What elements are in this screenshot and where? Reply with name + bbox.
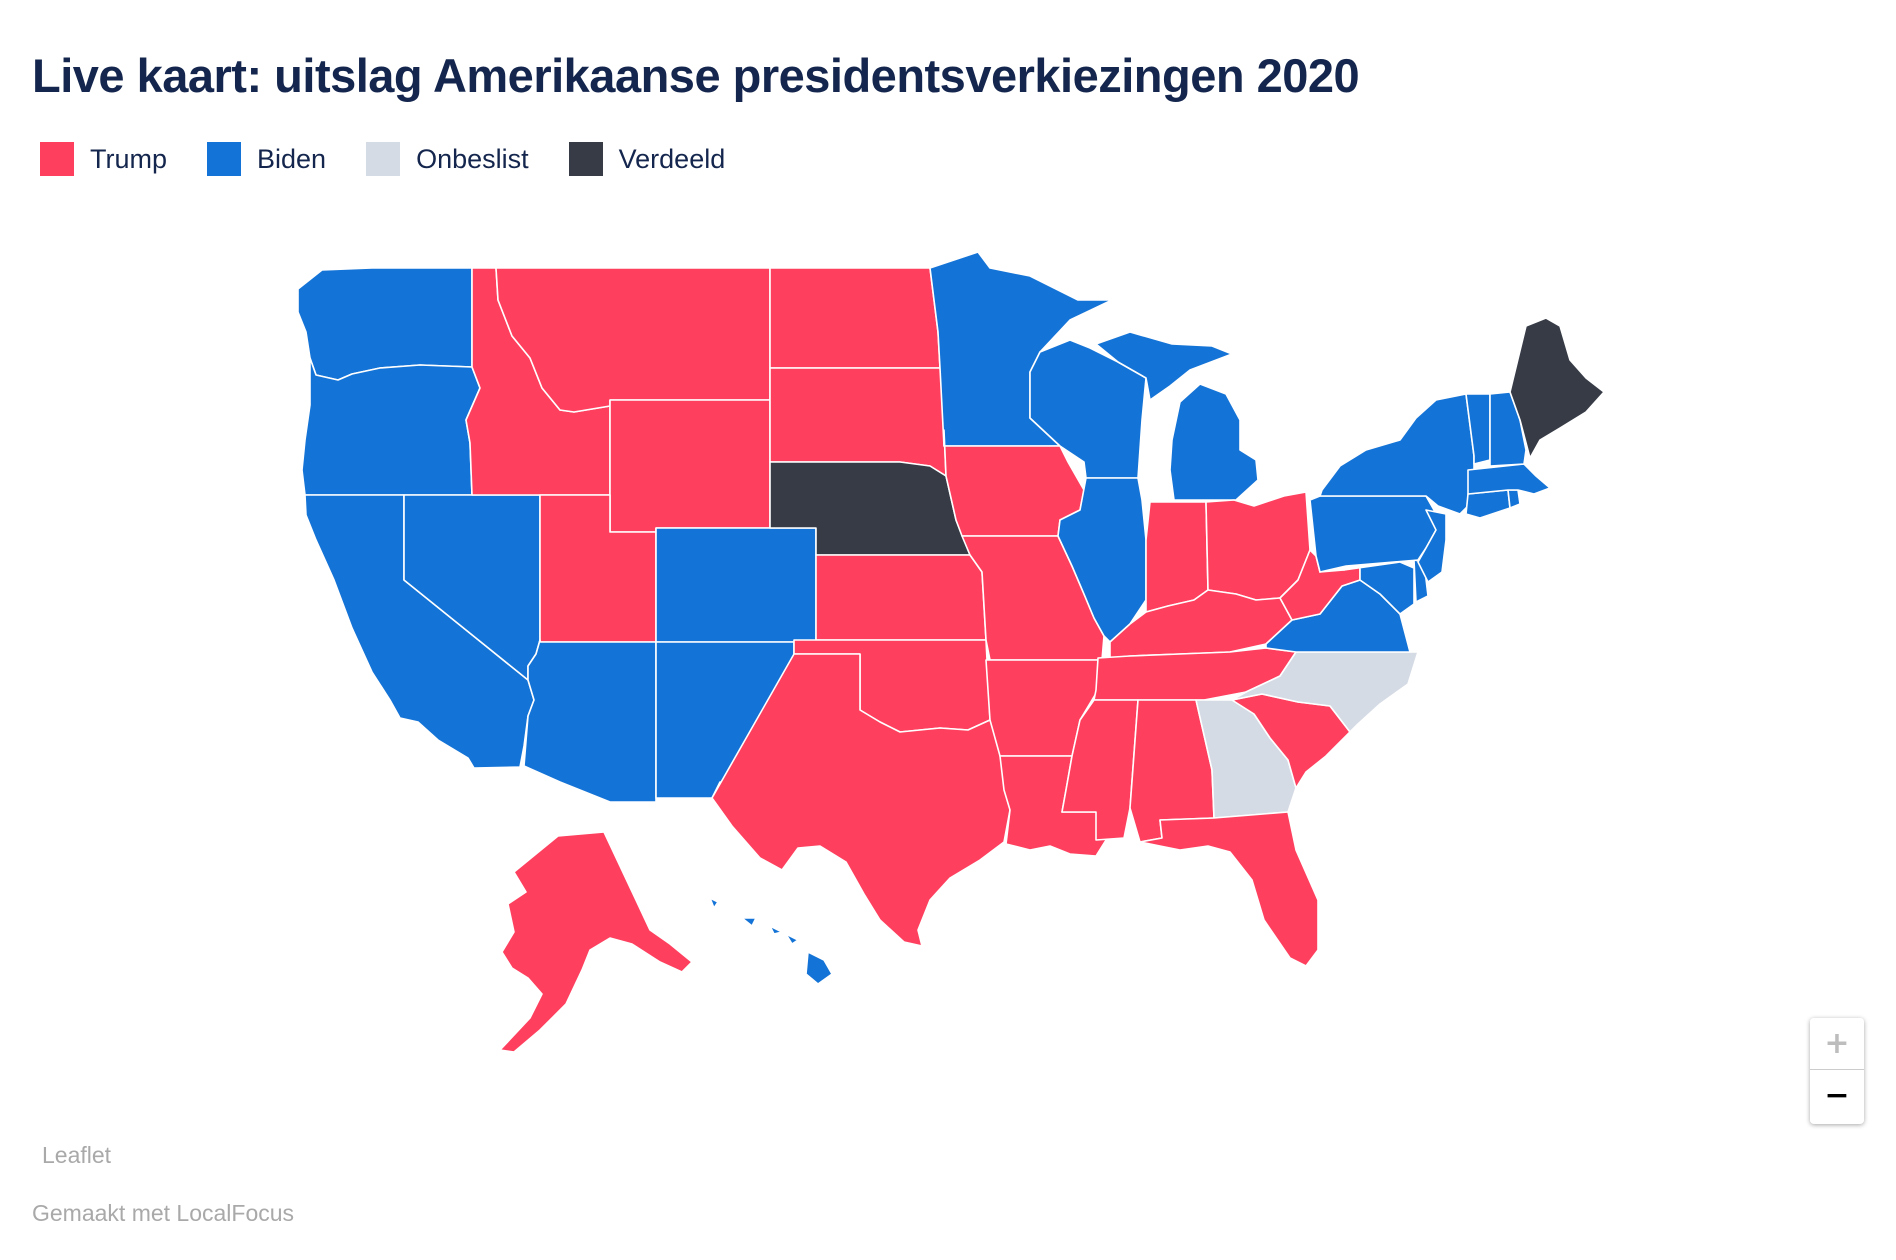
state-WI[interactable] xyxy=(1029,339,1147,479)
state-TX[interactable] xyxy=(711,653,1011,947)
state-RI[interactable] xyxy=(1507,489,1521,509)
map-attribution[interactable]: Leaflet xyxy=(42,1142,112,1168)
state-WA[interactable] xyxy=(297,267,473,381)
legend-swatch-verdeeld xyxy=(568,142,603,176)
state-MA[interactable] xyxy=(1467,463,1551,495)
state-NY[interactable] xyxy=(1319,393,1475,515)
legend-swatch-onbeslist xyxy=(366,142,401,176)
state-KS[interactable] xyxy=(815,554,987,641)
state-IN[interactable] xyxy=(1145,501,1209,613)
legend: Trump Biden Onbeslist Verdeeld xyxy=(40,142,765,176)
state-ND[interactable] xyxy=(769,267,941,369)
state-CO[interactable] xyxy=(655,527,817,643)
state-AZ[interactable] xyxy=(523,639,657,803)
state-AK[interactable] xyxy=(499,831,693,1053)
state-VT[interactable] xyxy=(1465,393,1491,465)
state-ME[interactable] xyxy=(1509,317,1605,459)
legend-label-verdeeld: Verdeeld xyxy=(618,143,726,174)
credit-link[interactable]: Gemaakt met LocalFocus xyxy=(32,1200,295,1226)
legend-label-onbeslist: Onbeslist xyxy=(416,143,529,174)
state-HI[interactable] xyxy=(709,897,833,985)
state-MD[interactable] xyxy=(1343,561,1415,615)
legend-item-biden: Biden xyxy=(207,142,326,176)
state-NJ[interactable] xyxy=(1417,509,1447,583)
legend-item-trump: Trump xyxy=(40,142,167,176)
legend-label-biden: Biden xyxy=(257,143,327,174)
state-PA[interactable] xyxy=(1309,495,1437,573)
zoom-out-button[interactable]: − xyxy=(1810,1070,1864,1122)
zoom-in-button[interactable]: + xyxy=(1810,1018,1864,1070)
legend-swatch-biden xyxy=(207,142,242,176)
legend-label-trump: Trump xyxy=(90,143,168,174)
page-title: Live kaart: uitslag Amerikaanse presiden… xyxy=(32,49,1360,102)
legend-item-onbeslist: Onbeslist xyxy=(366,142,529,176)
state-WY[interactable] xyxy=(609,399,771,533)
state-IL[interactable] xyxy=(1057,477,1147,643)
state-SD[interactable] xyxy=(769,367,947,477)
state-MI[interactable] xyxy=(1095,331,1259,501)
legend-item-verdeeld: Verdeeld xyxy=(568,142,726,176)
state-OR[interactable] xyxy=(301,357,481,496)
zoom-control: + − xyxy=(1810,1018,1864,1124)
state-FL[interactable] xyxy=(1139,811,1319,967)
legend-swatch-trump xyxy=(40,142,74,176)
